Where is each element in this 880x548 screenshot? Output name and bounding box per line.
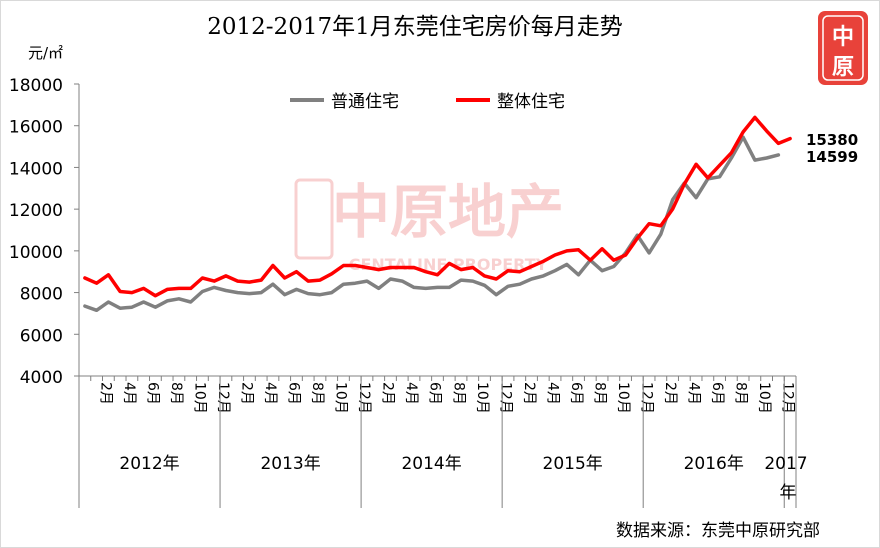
legend: 普通住宅 整体住宅 — [290, 92, 565, 112]
series-lines — [83, 115, 792, 313]
series-line-2 — [83, 115, 792, 298]
logo-inner-border — [822, 15, 864, 81]
end-label-series-2: 15380 — [806, 131, 858, 149]
series-line-1 — [83, 135, 781, 313]
chart-title: 2012-2017年1月东莞住宅房价每月走势 — [207, 14, 622, 40]
watermark-text: 中原地产 — [332, 178, 564, 246]
y-tick-label: 6000 — [20, 326, 63, 346]
y-tick-label: 8000 — [20, 285, 63, 305]
x-tick-label: 8月 — [168, 382, 184, 405]
source-note: 数据来源：东莞中原研究部 — [616, 521, 820, 541]
x-tick-label: 10月 — [615, 382, 631, 414]
y-tick-label: 4000 — [20, 368, 63, 388]
year-label: 2012年 — [119, 454, 179, 474]
y-tick-label: 18000 — [9, 76, 63, 96]
logo-badge-icon — [818, 11, 868, 85]
x-tick-label: 8月 — [309, 382, 325, 405]
x-tick-label: 12月 — [215, 382, 231, 414]
x-tick-label: 10月 — [756, 382, 772, 414]
x-tick-label: 12月 — [356, 382, 372, 414]
x-axis-ticks: 2月 4月 6月 8月 10月 12月 2月 4月 6月 8月 10月 12月 2月 4月 6月 8月 10月 1… — [78, 376, 797, 414]
x-tick-label: 4月 — [544, 382, 560, 405]
x-tick-label: 6月 — [286, 382, 302, 405]
x-tick-label: 8月 — [591, 382, 607, 405]
y-tick-label: 12000 — [9, 201, 63, 221]
y-unit-label: 元/㎡ — [28, 44, 63, 62]
x-tick-label: 6月 — [145, 382, 161, 405]
year-label: 2014年 — [401, 454, 461, 474]
x-tick-label: 2月 — [662, 382, 678, 405]
legend-label-series-1: 普通住宅 — [331, 92, 399, 112]
x-tick-label: 2月 — [239, 382, 255, 405]
y-tick-label: 16000 — [9, 118, 63, 138]
year-label: 2017 年 — [764, 454, 807, 503]
x-tick-label: 10月 — [474, 382, 490, 414]
x-tick-label: 6月 — [427, 382, 443, 405]
x-tick-label: 12月 — [779, 382, 795, 414]
x-tick-label: 4月 — [403, 382, 419, 405]
x-tick-label: 12月 — [638, 382, 654, 414]
x-tick-label: 8月 — [450, 382, 466, 405]
x-tick-label: 4月 — [121, 382, 137, 405]
x-tick-label: 2月 — [98, 382, 114, 405]
watermark-seal-icon — [294, 178, 334, 260]
year-label: 2015年 — [543, 454, 603, 474]
x-tick-label: 4月 — [262, 382, 278, 405]
x-tick-label: 6月 — [568, 382, 584, 405]
x-tick-label: 2月 — [380, 382, 396, 405]
brand-logo: 中 原 — [818, 11, 868, 85]
x-tick-label: 10月 — [192, 382, 208, 414]
legend-label-series-2: 整体住宅 — [497, 92, 565, 112]
x-axis-year-groups: 2012年 2013年 2014年 2015年 2016年 2017 年 — [78, 376, 808, 508]
logo-char-2: 原 — [832, 55, 854, 80]
y-tick-label: 10000 — [9, 243, 63, 263]
y-tick-label: 14000 — [9, 159, 63, 179]
x-tick-label: 4月 — [685, 382, 701, 405]
year-label: 2013年 — [260, 454, 320, 474]
logo-char-1: 中 — [832, 25, 854, 50]
year-label: 2016年 — [684, 454, 744, 474]
end-label-series-1: 14599 — [806, 148, 858, 166]
x-tick-label: 6月 — [709, 382, 725, 405]
x-tick-label: 10月 — [333, 382, 349, 414]
x-tick-label: 2月 — [521, 382, 537, 405]
y-axis-ticks: 4000 6000 8000 10000 12000 14000 16000 18000 — [9, 76, 79, 388]
x-tick-label: 12月 — [497, 382, 513, 414]
x-tick-label: 8月 — [732, 382, 748, 405]
